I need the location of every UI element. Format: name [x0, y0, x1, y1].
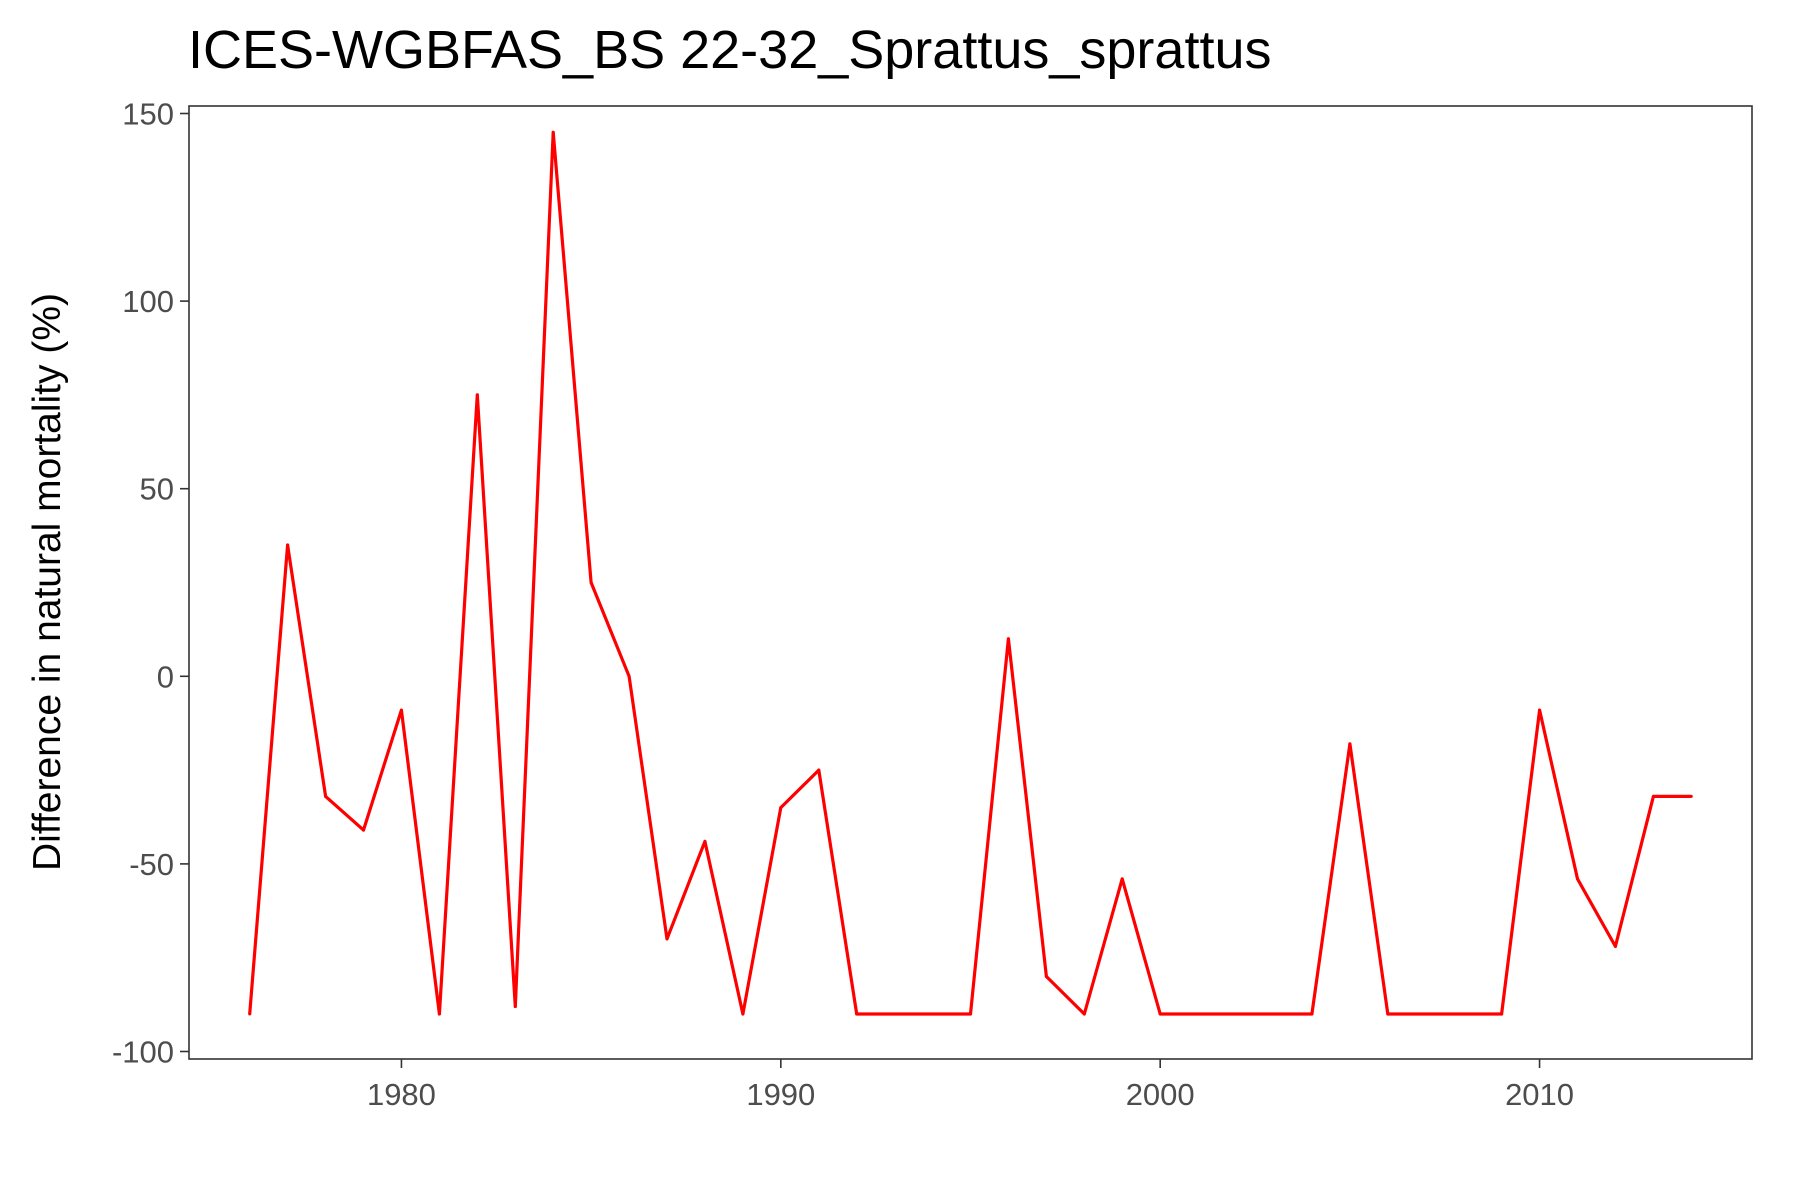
data-point	[893, 1012, 897, 1016]
data-point	[362, 828, 366, 832]
data-point	[1158, 1012, 1162, 1016]
data-point	[817, 768, 821, 772]
data-point	[969, 1012, 972, 1016]
data-point	[1538, 708, 1542, 712]
data-point	[1044, 974, 1048, 978]
y-tick-label: -50	[129, 847, 174, 882]
y-axis-label: Difference in natural mortality (%)	[26, 293, 69, 871]
data-point	[437, 1012, 441, 1016]
data-point	[1272, 1012, 1276, 1016]
y-axis: 150 100 50 0 -50 -100	[112, 97, 189, 1069]
data-point	[855, 1012, 859, 1016]
plot-panel	[188, 105, 1753, 1060]
data-point	[1575, 877, 1579, 881]
data-point	[1462, 1012, 1466, 1016]
data-point	[1613, 944, 1617, 948]
chart-title: ICES-WGBFAS_BS 22-32_Sprattus_sprattus	[188, 20, 1271, 80]
data-point	[475, 393, 479, 397]
data-point	[703, 839, 707, 843]
data-point	[286, 543, 290, 547]
data-point	[779, 806, 783, 810]
data-point	[1689, 794, 1693, 798]
series-line	[248, 130, 1692, 1016]
x-tick-label: 2000	[1126, 1077, 1195, 1112]
data-point	[1120, 877, 1124, 881]
x-tick-label: 1980	[367, 1077, 436, 1112]
data-point	[513, 1004, 517, 1008]
data-point	[1006, 637, 1010, 641]
data-point	[1424, 1012, 1428, 1016]
data-point	[741, 1012, 745, 1016]
data-point	[931, 1012, 935, 1016]
data-point	[627, 674, 631, 678]
data-point	[399, 708, 403, 712]
data-point	[1196, 1012, 1200, 1016]
data-point	[1234, 1012, 1238, 1016]
y-tick-label: 100	[122, 284, 174, 319]
data-point	[589, 581, 593, 584]
data-point	[1651, 794, 1655, 798]
y-tick-label: 150	[122, 97, 174, 132]
data-point	[1386, 1012, 1390, 1016]
data-point	[1082, 1012, 1086, 1016]
data-point	[1348, 742, 1352, 746]
x-tick-label: 1990	[746, 1077, 815, 1112]
y-tick-label: 50	[140, 472, 174, 507]
data-point	[665, 937, 669, 941]
series-points	[248, 130, 1693, 1016]
data-point	[324, 794, 328, 798]
y-tick-label: -100	[112, 1034, 174, 1069]
x-tick-label: 2010	[1505, 1077, 1574, 1112]
data-point	[1500, 1012, 1504, 1016]
data-point	[551, 130, 555, 134]
data-point	[248, 1012, 252, 1016]
y-tick-label: 0	[157, 659, 174, 694]
x-axis: 1980 1990 2000 2010	[367, 1059, 1574, 1112]
data-point	[1310, 1012, 1314, 1016]
